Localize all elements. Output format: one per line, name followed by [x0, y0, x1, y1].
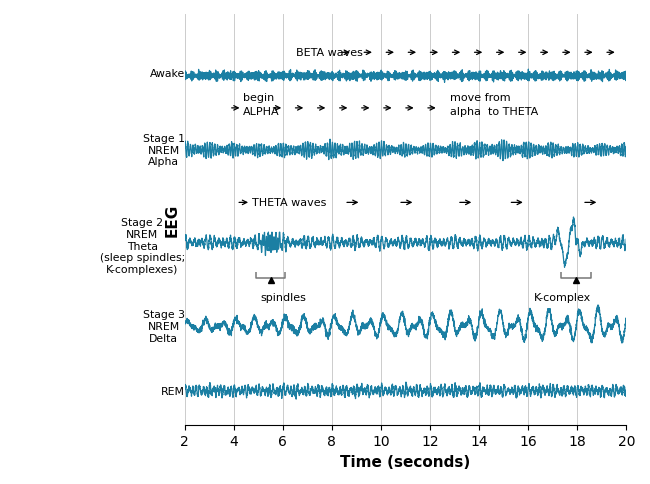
Text: Stage 3
NREM
Delta: Stage 3 NREM Delta: [143, 310, 185, 343]
Text: Stage 2
NREM
Theta
(sleep spindles;
K-complexes): Stage 2 NREM Theta (sleep spindles; K-co…: [99, 218, 185, 274]
Y-axis label: EEG: EEG: [164, 203, 179, 237]
Text: THETA waves: THETA waves: [252, 198, 326, 208]
X-axis label: Time (seconds): Time (seconds): [341, 454, 471, 469]
Text: alpha  to THETA: alpha to THETA: [450, 107, 538, 117]
Text: BETA waves: BETA waves: [296, 48, 363, 58]
Text: Stage 1
NREM
Alpha: Stage 1 NREM Alpha: [143, 134, 185, 167]
Text: Awake: Awake: [150, 69, 185, 78]
Text: move from: move from: [450, 92, 510, 103]
Text: spindles: spindles: [261, 292, 307, 302]
Text: REM: REM: [161, 386, 185, 396]
Text: begin: begin: [243, 92, 274, 103]
Text: ALPHA: ALPHA: [243, 107, 280, 117]
Text: K-complex: K-complex: [534, 292, 592, 302]
